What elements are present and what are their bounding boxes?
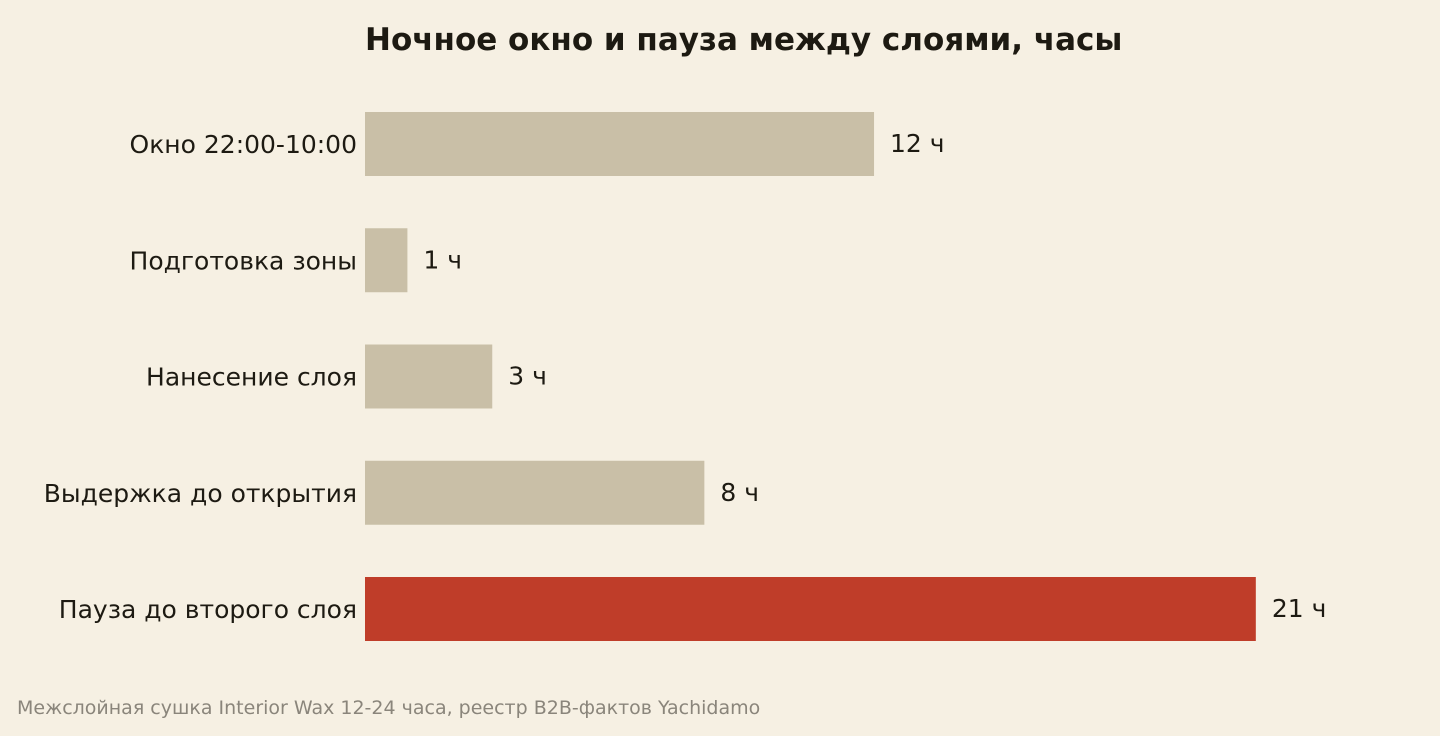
category-label: Пауза до второго слоя — [59, 595, 357, 624]
value-label: 12 ч — [890, 129, 945, 158]
chart-source-note: Межслойная сушка Interior Wax 12-24 часа… — [17, 697, 760, 719]
chart-title: Ночное окно и пауза между слоями, часы — [365, 22, 1122, 58]
value-label: 1 ч — [423, 245, 462, 274]
value-label: 3 ч — [508, 362, 547, 391]
category-label: Выдержка до открытия — [44, 479, 357, 508]
bars-group: Окно 22:00-10:00 12 ч Подготовка зоны 1 ч На… — [44, 112, 1327, 641]
category-label: Нанесение слоя — [146, 363, 357, 392]
bar — [365, 112, 875, 176]
bar — [365, 460, 705, 525]
value-label: 8 ч — [720, 478, 759, 507]
value-label: 21 ч — [1272, 594, 1327, 623]
bar — [365, 228, 408, 293]
bar — [365, 577, 1256, 641]
category-label: Окно 22:00-10:00 — [130, 130, 357, 159]
category-label: Подготовка зоны — [130, 246, 357, 275]
bar — [365, 344, 493, 409]
